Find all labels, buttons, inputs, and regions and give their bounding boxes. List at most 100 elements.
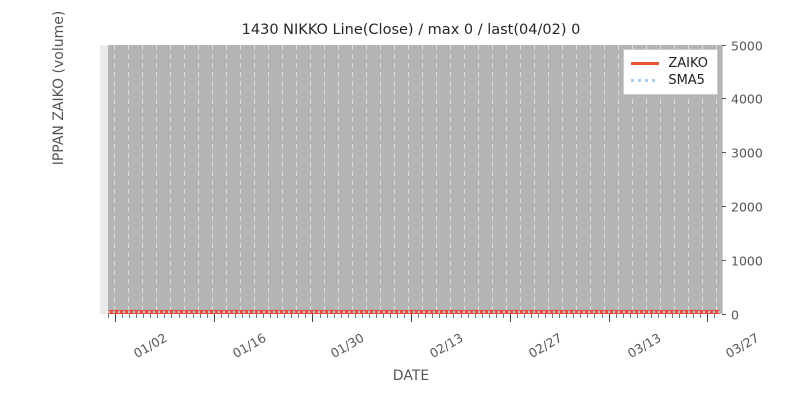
legend-item-sma5[interactable]: SMA5 <box>631 72 708 89</box>
x-tick-mark-minor <box>354 314 356 318</box>
x-tick-mark-minor <box>206 314 208 318</box>
y-tick-mark <box>722 44 726 46</box>
x-tick-mark-minor <box>531 314 532 318</box>
x-tick-mark-minor <box>164 314 166 318</box>
x-tick-mark-major <box>312 314 314 322</box>
chart-legend[interactable]: ZAIKO SMA5 <box>623 49 718 95</box>
x-tick-mark-major <box>707 314 709 322</box>
x-tick-mark-minor <box>622 314 624 318</box>
x-tick-mark-minor <box>150 314 152 318</box>
y-tick-label: 2000 <box>731 199 763 215</box>
legend-swatch-dotted-line-icon <box>631 75 660 86</box>
x-tick-mark-minor <box>390 314 391 318</box>
x-tick-mark-minor <box>453 314 455 318</box>
x-tick-mark-major <box>509 314 511 322</box>
x-tick-mark-minor <box>375 314 377 318</box>
y-axis: 0 1000 2000 3000 4000 5000 <box>722 38 800 322</box>
x-tick-mark-minor <box>664 314 666 318</box>
legend-item-zaiko[interactable]: ZAIKO <box>631 55 708 72</box>
x-tick-mark-minor <box>368 314 370 318</box>
x-tick-mark-minor <box>185 314 187 318</box>
x-tick-mark-minor <box>693 314 695 318</box>
y-tick-label: 0 <box>731 307 739 322</box>
y-tick-label: 5000 <box>731 38 763 53</box>
x-tick-mark-minor <box>136 314 138 318</box>
x-tick-mark-minor <box>643 314 645 318</box>
x-tick-mark-minor <box>594 314 596 318</box>
x-tick-mark-minor <box>615 314 617 318</box>
x-tick-mark-minor <box>249 314 250 318</box>
x-tick-mark-minor <box>601 314 603 318</box>
y-tick-label: 4000 <box>731 91 763 107</box>
x-tick-label: 02/13 <box>426 330 466 362</box>
x-tick-mark-minor <box>686 314 688 318</box>
x-tick-mark-minor <box>460 314 462 318</box>
legend-swatch-solid-line-icon <box>631 58 660 69</box>
vertical-gridlines <box>100 45 722 314</box>
x-tick-mark-minor <box>333 314 335 318</box>
x-tick-mark-minor <box>439 314 441 318</box>
x-tick-mark-minor <box>446 314 448 318</box>
x-tick-mark-minor <box>672 314 673 318</box>
x-tick-mark-minor <box>220 314 222 318</box>
x-tick-mark-major <box>213 314 215 322</box>
x-tick-mark-minor <box>199 314 201 318</box>
x-tick-mark-minor <box>516 314 518 318</box>
x-tick-mark-major <box>608 314 610 322</box>
legend-label-sma5: SMA5 <box>668 73 705 88</box>
x-tick-mark-minor <box>178 314 180 318</box>
x-tick-mark-minor <box>545 314 547 318</box>
x-tick-mark-minor <box>523 314 525 318</box>
y-tick-label: 1000 <box>731 253 763 269</box>
chart-title: 1430 NIKKO Line(Close) / max 0 / last(04… <box>241 22 581 38</box>
x-tick-mark-minor <box>552 314 554 318</box>
y-tick-mark <box>722 313 726 315</box>
x-tick-mark-minor <box>298 314 300 318</box>
x-tick-mark-major <box>411 314 413 322</box>
plot-area[interactable]: ZAIKO SMA5 <box>100 45 722 314</box>
x-tick-mark-minor <box>143 314 145 318</box>
x-tick-mark-minor <box>714 314 716 318</box>
x-tick-mark-minor <box>580 314 582 318</box>
y-tick-mark <box>722 98 726 100</box>
x-tick-label: 03/13 <box>624 330 664 362</box>
y-tick-mark <box>722 152 726 154</box>
x-tick-mark-minor <box>629 314 631 318</box>
x-tick-mark-minor <box>340 314 342 318</box>
y-axis-title: IPPAN ZAIKO (volume) <box>51 10 67 166</box>
x-tick-mark-minor <box>234 314 236 318</box>
x-axis: 01/02 01/16 01/30 02/13 02/27 03/13 03/27 <box>100 314 762 361</box>
x-tick-label: 01/02 <box>130 330 170 362</box>
x-tick-mark-minor <box>129 314 131 318</box>
x-tick-mark-minor <box>700 314 702 318</box>
x-tick-mark-minor <box>566 314 568 318</box>
x-tick-mark-minor <box>108 314 109 318</box>
x-tick-mark-major <box>115 314 117 322</box>
x-tick-mark-minor <box>474 314 476 318</box>
x-tick-mark-minor <box>192 314 194 318</box>
legend-label-zaiko: ZAIKO <box>668 56 708 71</box>
x-tick-label: 02/27 <box>525 330 565 362</box>
x-tick-mark-minor <box>495 314 497 318</box>
x-tick-mark-minor <box>263 314 265 318</box>
plot-left-margin-strip <box>100 45 108 314</box>
x-tick-mark-minor <box>291 314 293 318</box>
x-tick-mark-minor <box>650 314 652 318</box>
x-tick-mark-minor <box>559 314 561 318</box>
x-tick-mark-minor <box>538 314 540 318</box>
x-tick-label: 01/16 <box>229 330 269 362</box>
x-tick-mark-minor <box>502 314 504 318</box>
x-tick-mark-minor <box>305 314 307 318</box>
y-tick-label: 3000 <box>731 145 763 161</box>
x-tick-label: 01/30 <box>328 330 367 362</box>
x-tick-mark-minor <box>418 314 420 318</box>
x-axis-title: DATE <box>392 368 430 384</box>
x-tick-mark-minor <box>122 314 124 318</box>
x-tick-mark-minor <box>227 314 229 318</box>
x-tick-mark-minor <box>382 314 384 318</box>
x-tick-label: 03/27 <box>723 330 762 362</box>
x-tick-mark-minor <box>488 314 490 318</box>
x-tick-mark-minor <box>270 314 272 318</box>
x-tick-mark-minor <box>636 314 638 318</box>
